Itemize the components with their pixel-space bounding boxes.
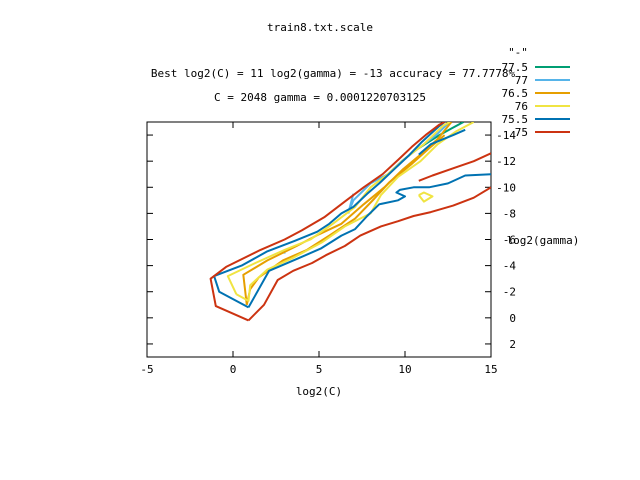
x-axis-label: log2(C) <box>296 385 342 398</box>
y-tick-label: -4 <box>503 260 517 273</box>
y-axis-label: log2(gamma) <box>507 234 580 247</box>
chart-subtitle-best: Best log2(C) = 11 log2(gamma) = -13 accu… <box>151 67 516 80</box>
contour-75 <box>209 122 446 322</box>
plot-frame <box>146 121 492 358</box>
contour-76 <box>418 191 434 203</box>
y-tick-label: 0 <box>509 312 516 325</box>
x-tick-label: 0 <box>230 363 237 376</box>
contour-75-5 <box>213 122 446 309</box>
y-tick-label: -14 <box>496 129 516 142</box>
y-tick-label: -10 <box>496 181 516 194</box>
legend-label: 77 <box>515 74 528 87</box>
contour-lines <box>209 122 491 322</box>
legend-label: 75.5 <box>502 113 529 126</box>
contour-76-5 <box>242 122 453 305</box>
x-axis: -5 0 5 10 15 <box>140 122 498 376</box>
contour-75-5 <box>418 128 466 156</box>
chart-subtitle-params: C = 2048 gamma = 0.0001220703125 <box>214 91 426 104</box>
y-tick-label: 2 <box>509 338 516 351</box>
x-tick-label: 5 <box>316 363 323 376</box>
contour-75 <box>247 186 491 322</box>
legend-label: 75 <box>515 126 528 139</box>
x-tick-label: -5 <box>140 363 153 376</box>
y-tick-label: -12 <box>496 155 516 168</box>
x-tick-label: 10 <box>398 363 411 376</box>
legend-title: "-" <box>508 46 528 59</box>
y-tick-label: -6 <box>503 234 516 247</box>
y-tick-label: -2 <box>503 286 516 299</box>
contour-75-5 <box>247 173 491 308</box>
y-axis: -14 -12 -10 -8 -6 -4 -2 0 2 <box>147 129 516 351</box>
y-tick-label: -8 <box>503 207 516 220</box>
contour-76 <box>226 122 451 295</box>
chart-title: train8.txt.scale <box>267 21 373 34</box>
x-tick-label: 15 <box>484 363 497 376</box>
legend-label: 77.5 <box>502 61 529 74</box>
contour-76 <box>235 122 475 302</box>
legend-label: 76.5 <box>502 87 529 100</box>
contour-75 <box>418 152 491 182</box>
legend-label: 76 <box>515 100 528 113</box>
